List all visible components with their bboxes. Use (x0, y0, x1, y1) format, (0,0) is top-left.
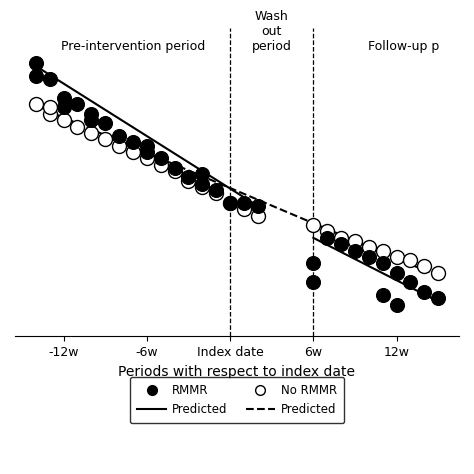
Point (310, 221, 317, 229)
Point (393, 301, 401, 309)
Point (365, 253, 373, 261)
Point (407, 279, 414, 286)
Point (226, 199, 234, 207)
Point (143, 155, 151, 162)
Text: Follow-up p: Follow-up p (368, 40, 439, 54)
Text: Wash
out
period: Wash out period (252, 10, 292, 54)
Point (351, 237, 359, 245)
Point (73, 123, 81, 130)
Point (254, 202, 262, 210)
Point (32, 72, 40, 80)
Point (143, 148, 151, 156)
Point (434, 294, 442, 302)
Point (420, 263, 428, 270)
Point (393, 269, 401, 277)
Point (171, 167, 178, 175)
Point (88, 129, 95, 137)
Point (310, 279, 317, 286)
Point (115, 132, 123, 140)
Point (407, 256, 414, 264)
Point (60, 116, 67, 124)
Point (32, 100, 40, 108)
Point (226, 199, 234, 207)
Point (101, 119, 109, 127)
Point (240, 199, 248, 207)
Point (310, 259, 317, 267)
Point (185, 177, 192, 184)
Point (420, 288, 428, 296)
Point (337, 240, 345, 248)
Point (379, 247, 386, 255)
X-axis label: Periods with respect to index date: Periods with respect to index date (118, 365, 356, 379)
Point (323, 234, 331, 242)
Point (351, 247, 359, 255)
Point (393, 253, 401, 261)
Point (171, 164, 178, 172)
Point (199, 171, 206, 178)
Point (323, 228, 331, 235)
Point (32, 59, 40, 67)
Point (88, 110, 95, 118)
Point (73, 100, 81, 108)
Point (88, 116, 95, 124)
Point (365, 244, 373, 251)
Point (212, 186, 220, 194)
Point (115, 142, 123, 149)
Point (60, 104, 67, 111)
Point (379, 292, 386, 299)
Point (129, 148, 137, 156)
Point (60, 94, 67, 101)
Point (185, 173, 192, 181)
Point (129, 138, 137, 146)
Point (157, 161, 164, 168)
Point (199, 183, 206, 191)
Point (379, 259, 386, 267)
Point (434, 269, 442, 277)
Point (143, 142, 151, 149)
Legend: RMMR, Predicted, No RMMR, Predicted: RMMR, Predicted, No RMMR, Predicted (130, 377, 344, 423)
Text: Pre-intervention period: Pre-intervention period (61, 40, 205, 54)
Point (157, 155, 164, 162)
Point (337, 234, 345, 242)
Point (46, 110, 54, 118)
Point (199, 180, 206, 188)
Point (240, 205, 248, 213)
Point (46, 75, 54, 82)
Point (212, 190, 220, 197)
Point (46, 104, 54, 111)
Point (254, 212, 262, 219)
Point (101, 136, 109, 143)
